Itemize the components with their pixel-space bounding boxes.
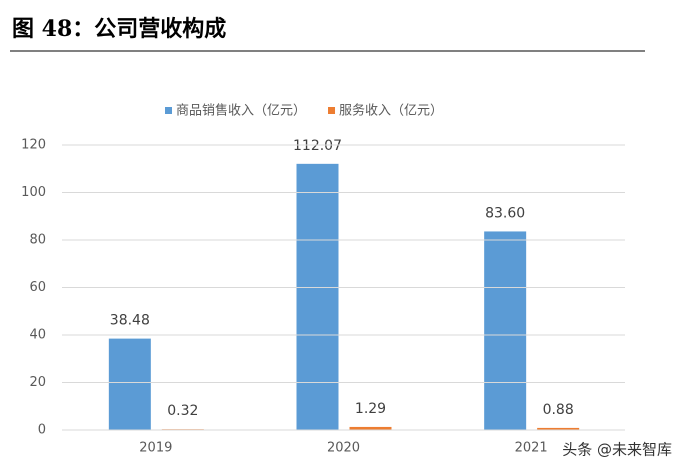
bar: [484, 231, 527, 430]
chart-title: 图 48：公司营收构成: [12, 16, 226, 42]
x-tick-label: 2020: [327, 441, 360, 456]
data-label: 0.88: [543, 402, 574, 418]
legend-swatch: [165, 107, 172, 114]
legend-swatch: [328, 107, 336, 114]
bar: [537, 427, 580, 430]
legend-label: 服务收入（亿元）: [339, 103, 443, 119]
data-label: 112.07: [293, 138, 342, 154]
y-tick-label: 60: [29, 280, 46, 295]
y-tick-label: 120: [21, 138, 46, 153]
x-tick-label: 2021: [515, 441, 548, 456]
y-tick-label: 100: [21, 185, 46, 200]
y-tick-label: 80: [29, 233, 46, 248]
data-label: 83.60: [485, 205, 525, 221]
bar: [108, 338, 151, 430]
y-tick-label: 40: [29, 328, 46, 343]
watermark: 头条 @未来智库: [562, 441, 672, 459]
legend-label: 商品销售收入（亿元）: [176, 103, 306, 119]
data-label: 38.48: [110, 313, 150, 329]
y-tick-label: 0: [38, 423, 46, 438]
data-label: 0.32: [167, 403, 198, 419]
data-label: 1.29: [355, 401, 386, 417]
y-tick-label: 20: [29, 375, 46, 390]
bar: [349, 426, 392, 430]
bar: [296, 163, 339, 431]
x-tick-label: 2019: [139, 441, 172, 456]
